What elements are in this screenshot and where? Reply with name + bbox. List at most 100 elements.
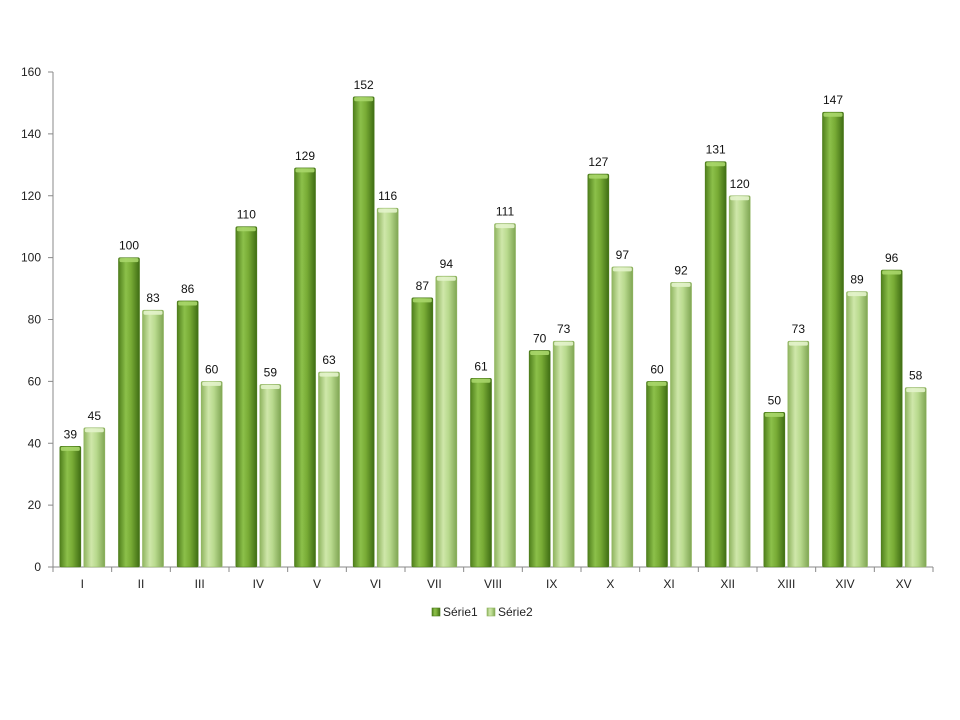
bar-cap-series2 xyxy=(143,310,163,315)
data-label: 131 xyxy=(706,143,726,157)
data-label: 100 xyxy=(119,239,139,253)
y-tick-label: 20 xyxy=(28,498,42,512)
data-label: 73 xyxy=(557,322,571,336)
data-label: 97 xyxy=(616,248,630,262)
x-tick-label: XIV xyxy=(835,577,854,591)
bar-cap-series1 xyxy=(412,298,432,303)
y-tick-label: 60 xyxy=(28,374,42,388)
x-tick-label: IV xyxy=(253,577,264,591)
legend-swatch-series2 xyxy=(486,607,496,617)
data-label: 61 xyxy=(474,359,488,373)
x-tick-label: XII xyxy=(720,577,735,591)
bar-series1 xyxy=(352,96,375,568)
bar-series2 xyxy=(200,381,223,568)
bar-cap-series1 xyxy=(647,381,667,386)
data-label: 58 xyxy=(909,369,923,383)
bar-cap-series2 xyxy=(436,276,456,281)
bar-cap-series2 xyxy=(847,292,867,297)
data-label: 86 xyxy=(181,282,195,296)
bar-cap-series1 xyxy=(823,112,843,117)
bar-series1 xyxy=(646,381,668,568)
bar-series2 xyxy=(83,427,106,568)
bar-cap-series1 xyxy=(295,168,315,173)
data-label: 87 xyxy=(416,279,430,293)
bar-cap-series1 xyxy=(119,258,139,263)
data-label: 129 xyxy=(295,149,315,163)
bar-cap-series2 xyxy=(906,388,926,393)
bar-series1 xyxy=(294,167,316,568)
data-label: 116 xyxy=(378,189,397,203)
bar-series2 xyxy=(376,207,399,568)
x-tick-label: XV xyxy=(896,577,912,591)
bar-series1 xyxy=(59,446,82,568)
data-label: 92 xyxy=(674,263,688,277)
data-label: 70 xyxy=(533,331,547,345)
x-tick-label: XIII xyxy=(777,577,795,591)
bar-series1 xyxy=(704,161,727,568)
legend-label-series1: Série1 xyxy=(443,605,478,619)
bar-series2 xyxy=(552,340,575,568)
x-tick-label: VIII xyxy=(484,577,502,591)
y-tick-label: 40 xyxy=(28,436,42,450)
y-tick-label: 140 xyxy=(21,127,41,141)
bar-series2 xyxy=(142,309,164,568)
bar-series2 xyxy=(435,275,458,568)
y-tick-label: 0 xyxy=(34,560,41,574)
bar-cap-series2 xyxy=(788,341,808,346)
x-tick-label: XI xyxy=(663,577,674,591)
bar-series1 xyxy=(880,269,903,568)
y-tick-label: 160 xyxy=(21,65,41,79)
bar-series2 xyxy=(904,387,927,568)
x-tick-label: X xyxy=(606,577,614,591)
data-label: 120 xyxy=(730,177,750,191)
bar-series2 xyxy=(318,371,340,568)
bar-cap-series1 xyxy=(236,227,256,232)
bar-series2 xyxy=(494,223,516,568)
legend-swatch-series1 xyxy=(431,607,441,617)
data-label: 83 xyxy=(146,291,160,305)
bar-series1 xyxy=(528,350,551,568)
bar-series1 xyxy=(822,111,844,568)
bar-cap-series1 xyxy=(178,301,198,306)
bar-cap-series1 xyxy=(471,378,491,383)
bar-series1 xyxy=(118,257,140,568)
data-label: 59 xyxy=(264,365,278,379)
data-label: 127 xyxy=(588,155,608,169)
data-label: 89 xyxy=(850,273,864,287)
bar-cap-series1 xyxy=(60,446,80,451)
data-label: 50 xyxy=(768,393,782,407)
bar-series1 xyxy=(587,173,610,568)
x-tick-label: III xyxy=(195,577,205,591)
bar-series1 xyxy=(763,412,786,568)
bar-series2 xyxy=(787,340,810,568)
bar-cap-series1 xyxy=(764,412,784,417)
data-label: 96 xyxy=(885,251,899,265)
bar-cap-series2 xyxy=(495,224,515,229)
bar-cap-series2 xyxy=(319,372,339,377)
data-label: 147 xyxy=(823,93,843,107)
bar-series2 xyxy=(259,384,282,568)
bar-cap-series2 xyxy=(612,267,632,272)
data-label: 73 xyxy=(792,322,806,336)
x-tick-label: VI xyxy=(370,577,381,591)
bar-series2 xyxy=(846,291,868,568)
data-label: 60 xyxy=(650,362,664,376)
x-tick-label: IX xyxy=(546,577,557,591)
bar-cap-series2 xyxy=(260,384,280,389)
data-label: 39 xyxy=(64,427,78,441)
bar-series1 xyxy=(235,226,258,568)
bar-cap-series2 xyxy=(730,196,750,201)
data-label: 110 xyxy=(237,208,256,222)
bar-series1 xyxy=(411,297,434,568)
x-tick-label: II xyxy=(138,577,145,591)
x-tick-label: I xyxy=(81,577,84,591)
bar-cap-series2 xyxy=(671,282,691,287)
bar-cap-series1 xyxy=(706,162,726,167)
bar-cap-series1 xyxy=(530,350,550,355)
legend: Série1 Série2 xyxy=(431,605,533,619)
bar-cap-series2 xyxy=(84,428,104,433)
bar-cap-series2 xyxy=(378,208,398,213)
bar-series2 xyxy=(611,266,634,568)
